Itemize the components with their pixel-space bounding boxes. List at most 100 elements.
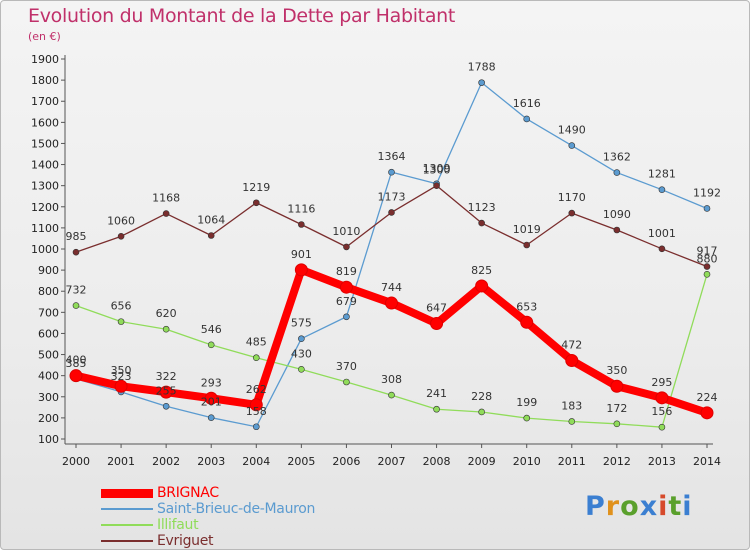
logo-letter: t [668, 491, 683, 522]
y-tick-label: 1200 [31, 201, 59, 214]
data-label: 262 [246, 383, 267, 396]
y-tick-label: 700 [38, 306, 59, 319]
data-point [520, 315, 534, 329]
legend-swatch [101, 524, 153, 526]
y-tick-label: 1900 [31, 53, 59, 66]
y-tick-label: 400 [38, 370, 59, 383]
data-label: 656 [111, 300, 132, 313]
y-tick-label: 100 [38, 433, 59, 446]
x-tick-label: 2002 [152, 455, 180, 468]
data-point [658, 245, 666, 253]
data-label: 744 [381, 281, 402, 294]
x-tick-label: 2001 [107, 455, 135, 468]
data-point [252, 199, 260, 207]
y-tick-label: 1000 [31, 243, 59, 256]
data-point [658, 186, 666, 193]
data-point [433, 405, 440, 413]
data-point [655, 391, 669, 405]
legend-label: Illifaut [157, 517, 199, 533]
data-label: 485 [246, 336, 267, 349]
data-point [385, 296, 398, 310]
data-label: 1173 [378, 190, 406, 203]
logo-letter: i [682, 491, 693, 522]
legend-swatch [101, 540, 153, 542]
data-label: 1309 [423, 162, 451, 175]
data-label: 228 [471, 390, 492, 403]
data-point [298, 335, 305, 343]
data-label: 385 [66, 357, 87, 370]
data-label: 1010 [332, 225, 360, 238]
x-tick-label: 2005 [287, 455, 315, 468]
data-point [613, 169, 621, 176]
data-point [204, 391, 218, 405]
data-point [568, 418, 576, 425]
data-label: 620 [156, 307, 177, 320]
data-label: 901 [291, 248, 312, 261]
data-point [207, 414, 215, 421]
data-label: 985 [66, 230, 87, 243]
data-label: 1362 [603, 151, 631, 164]
y-tick-label: 500 [38, 349, 59, 362]
x-tick-label: 2014 [693, 455, 721, 468]
logo-letter: x [639, 491, 659, 522]
legend-swatch [101, 508, 153, 510]
legend-item: Evriguet [101, 533, 214, 549]
data-label: 430 [291, 347, 312, 360]
data-label: 1281 [648, 168, 676, 181]
data-label: 350 [606, 364, 627, 377]
data-label: 1192 [693, 186, 721, 199]
data-point [339, 280, 353, 294]
data-label: 322 [156, 370, 177, 383]
data-label: 1219 [242, 181, 270, 194]
data-label: 323 [111, 370, 132, 383]
data-label: 1001 [648, 227, 676, 240]
data-label: 293 [201, 376, 222, 389]
data-label: 400 [66, 354, 87, 367]
data-label: 1060 [107, 214, 135, 227]
data-point [162, 210, 170, 217]
data-point [72, 302, 80, 309]
x-tick-label: 2013 [648, 455, 676, 468]
x-tick-label: 2008 [423, 455, 451, 468]
legend-item: Saint-Brieuc-de-Mauron [101, 501, 315, 517]
data-label: 350 [111, 364, 132, 377]
data-point [388, 209, 395, 216]
chart-subtitle: (en €) [28, 30, 61, 43]
data-point [162, 402, 170, 410]
data-label: 172 [606, 402, 627, 415]
data-label: 1090 [603, 208, 631, 221]
data-point [207, 341, 215, 349]
y-tick-label: 1400 [31, 159, 59, 172]
data-point [294, 263, 308, 277]
data-point [523, 414, 531, 422]
data-label: 308 [381, 373, 402, 386]
data-point [475, 279, 489, 293]
legend-swatch [101, 488, 153, 498]
data-label: 295 [651, 376, 672, 389]
data-point [252, 354, 260, 362]
data-point [388, 391, 395, 399]
data-point [703, 263, 711, 270]
data-label: 370 [336, 360, 357, 373]
data-label: 679 [336, 295, 357, 308]
x-tick-label: 2007 [378, 455, 406, 468]
data-label: 825 [471, 264, 492, 277]
data-point [523, 115, 531, 123]
data-label: 472 [561, 338, 582, 351]
legend-label: BRIGNAC [157, 485, 219, 501]
data-label: 1788 [468, 61, 496, 74]
data-label: 1123 [468, 201, 496, 214]
data-label: 732 [66, 284, 87, 297]
x-tick-label: 2006 [332, 455, 360, 468]
logo-letter: P [585, 491, 606, 522]
data-label: 241 [426, 387, 447, 400]
logo-letter: r [605, 491, 621, 522]
data-label: 255 [156, 384, 177, 397]
data-label: 1116 [287, 203, 315, 216]
y-tick-label: 1700 [31, 95, 59, 108]
data-label: 1364 [378, 150, 406, 163]
data-label: 201 [201, 396, 222, 409]
data-point [568, 142, 576, 149]
y-tick-label: 1500 [31, 137, 59, 150]
data-point [703, 271, 711, 278]
